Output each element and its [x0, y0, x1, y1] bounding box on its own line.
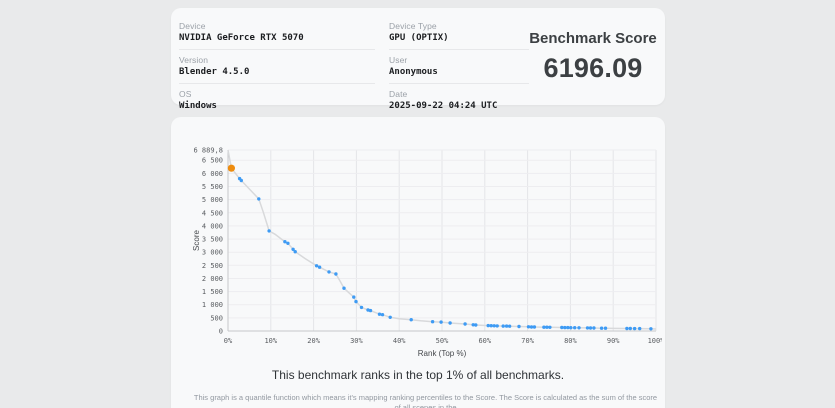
benchmark-score-title: Benchmark Score [529, 30, 657, 47]
info-field-device-type: Device Type GPU (OPTIX) [389, 16, 529, 50]
svg-text:40%: 40% [393, 337, 406, 345]
benchmark-score-value: 6196.09 [543, 53, 643, 83]
field-value: Blender 4.5.0 [179, 67, 250, 77]
svg-text:Score: Score [192, 230, 201, 251]
svg-text:2 500: 2 500 [202, 262, 223, 270]
svg-text:4 500: 4 500 [202, 209, 223, 217]
svg-text:5 500: 5 500 [202, 183, 223, 191]
svg-text:80%: 80% [564, 337, 577, 345]
svg-text:60%: 60% [478, 337, 491, 345]
svg-text:6 000: 6 000 [202, 170, 223, 178]
field-label: OS [179, 89, 192, 99]
svg-text:4 000: 4 000 [202, 222, 223, 230]
svg-text:Rank (Top %): Rank (Top %) [418, 349, 467, 358]
svg-text:20%: 20% [307, 337, 320, 345]
info-field-os: OS Windows [179, 84, 375, 117]
rank-note: This benchmark ranks in the top 1% of al… [271, 368, 565, 382]
svg-text:500: 500 [210, 314, 223, 322]
svg-text:100%: 100% [648, 337, 662, 345]
device-info-grid: Device NVIDIA GeForce RTX 5070 Device Ty… [179, 16, 529, 111]
info-field-user: User Anonymous [389, 50, 529, 84]
chart-description: This graph is a quantile function which … [193, 393, 658, 408]
svg-text:0: 0 [219, 328, 223, 336]
info-field-date: Date 2025-09-22 04:24 UTC [389, 84, 529, 117]
field-value: Windows [179, 101, 217, 111]
benchmark-score-panel: Benchmark Score 6196.09 [529, 16, 657, 99]
quantile-chart-svg[interactable]: 0% 10% 20% 30% 40% 50% 60% 70% 80% 90% 100% 0 500 1 0… [186, 143, 662, 359]
svg-text:90%: 90% [607, 337, 620, 345]
field-value: NVIDIA GeForce RTX 5070 [179, 33, 304, 43]
field-label: Version [179, 55, 209, 65]
svg-text:6 500: 6 500 [202, 157, 223, 165]
svg-text:2 000: 2 000 [202, 275, 223, 283]
benchmark-info-card: Device NVIDIA GeForce RTX 5070 Device Ty… [171, 8, 665, 111]
svg-text:1 500: 1 500 [202, 288, 223, 296]
svg-text:30%: 30% [350, 337, 363, 345]
field-value: Anonymous [389, 67, 438, 77]
svg-text:1 000: 1 000 [202, 301, 223, 309]
info-field-device: Device NVIDIA GeForce RTX 5070 [179, 16, 375, 50]
svg-text:0%: 0% [224, 337, 233, 345]
svg-text:3 000: 3 000 [202, 249, 223, 257]
svg-text:6 889,8: 6 889,8 [193, 147, 223, 155]
field-value: 2025-09-22 04:24 UTC [389, 101, 498, 111]
field-label: User [389, 55, 408, 65]
svg-text:50%: 50% [436, 337, 449, 345]
info-field-version: Version Blender 4.5.0 [179, 50, 375, 84]
field-label: Device [179, 21, 206, 31]
svg-text:70%: 70% [521, 337, 534, 345]
svg-text:3 500: 3 500 [202, 236, 223, 244]
field-label: Date [389, 89, 408, 99]
svg-text:10%: 10% [264, 337, 277, 345]
svg-text:5 000: 5 000 [202, 196, 223, 204]
field-label: Device Type [389, 21, 437, 31]
field-value: GPU (OPTIX) [389, 33, 449, 43]
quantile-chart-card: 0% 10% 20% 30% 40% 50% 60% 70% 80% 90% 100% 0 500 1 0… [171, 117, 665, 408]
